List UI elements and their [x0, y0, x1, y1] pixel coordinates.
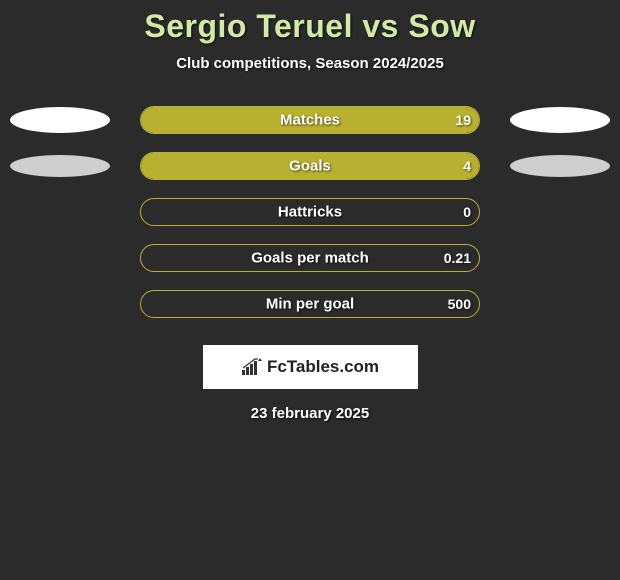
comparison-rows: Matches 19 Goals 4 Hattricks 0 Goals per match… [0, 97, 620, 327]
bar-label: Hattricks [278, 204, 342, 221]
logo-text-fc: FcTables.com [267, 357, 379, 376]
bar-value-right: 0 [463, 204, 471, 220]
bar-label: Goals [289, 158, 331, 175]
bar-fill-left [141, 153, 310, 179]
bar-label: Goals per match [251, 250, 369, 267]
bar-label: Min per goal [266, 296, 354, 313]
left-ellipse [10, 155, 110, 177]
subtitle: Club competitions, Season 2024/2025 [0, 55, 620, 72]
comparison-row: Min per goal 500 [0, 281, 620, 327]
bar-track: Hattricks 0 [140, 198, 480, 226]
comparison-row: Hattricks 0 [0, 189, 620, 235]
comparison-row: Matches 19 [0, 97, 620, 143]
bar-track: Matches 19 [140, 106, 480, 134]
date-label: 23 february 2025 [0, 405, 620, 422]
right-ellipse [510, 107, 610, 133]
bar-track: Min per goal 500 [140, 290, 480, 318]
logo-chart-icon [241, 358, 263, 376]
bar-track: Goals per match 0.21 [140, 244, 480, 272]
bar-value-right: 500 [448, 296, 471, 312]
bar-value-right: 0.21 [444, 250, 471, 266]
comparison-row: Goals per match 0.21 [0, 235, 620, 281]
bar-fill-right [310, 153, 479, 179]
right-ellipse [510, 155, 610, 177]
fctables-logo: FcTables.com [203, 345, 418, 389]
page-title: Sergio Teruel vs Sow [0, 8, 620, 45]
comparison-infographic: Sergio Teruel vs Sow Club competitions, … [0, 0, 620, 422]
bar-track: Goals 4 [140, 152, 480, 180]
bar-value-right: 4 [463, 158, 471, 174]
bar-value-right: 19 [455, 112, 471, 128]
comparison-row: Goals 4 [0, 143, 620, 189]
bar-label: Matches [280, 112, 340, 129]
logo-text: FcTables.com [267, 357, 379, 377]
left-ellipse [10, 107, 110, 133]
